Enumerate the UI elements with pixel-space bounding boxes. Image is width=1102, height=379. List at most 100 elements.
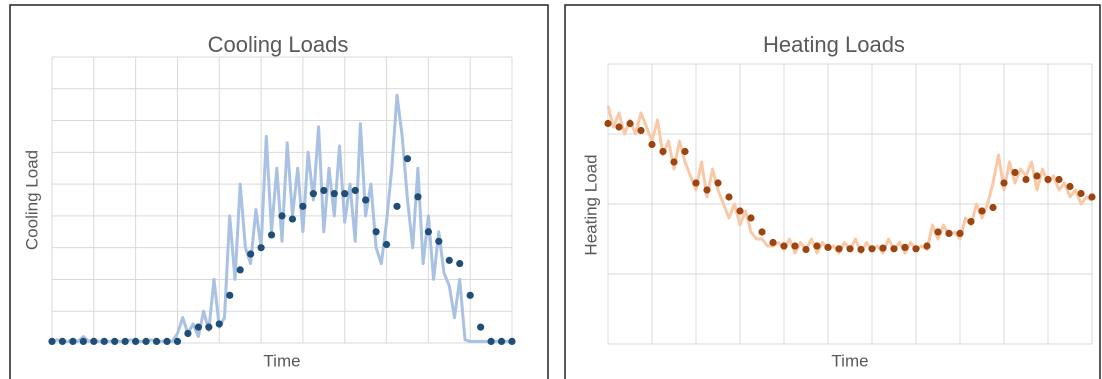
load-dot <box>824 243 832 251</box>
load-dot <box>215 320 223 328</box>
load-dot <box>692 179 700 187</box>
load-line <box>51 93 512 343</box>
load-dot <box>604 119 612 128</box>
load-dot <box>267 231 276 239</box>
load-dot <box>288 215 297 223</box>
load-line <box>606 105 1093 255</box>
load-dot <box>637 126 645 135</box>
load-dot <box>758 228 766 236</box>
load-dot <box>477 323 485 331</box>
load-dot <box>681 147 689 156</box>
load-dot <box>382 240 391 249</box>
load-dot <box>659 147 667 156</box>
load-dot <box>362 196 370 204</box>
load-dot <box>497 337 506 346</box>
panel-frame <box>564 4 1101 379</box>
load-dot <box>257 244 265 252</box>
load-dot <box>330 190 338 198</box>
load-dot <box>508 337 516 346</box>
load-dot <box>226 291 234 299</box>
load-dot <box>69 337 77 346</box>
load-dot <box>79 337 87 346</box>
load-dot <box>194 323 202 331</box>
load-dot <box>703 186 711 194</box>
load-dot <box>1000 179 1008 187</box>
load-dot <box>58 337 67 346</box>
load-dot <box>802 245 810 254</box>
load-dot <box>615 123 623 131</box>
load-dot <box>205 323 213 331</box>
y-axis-title: Heating Load <box>581 154 600 255</box>
load-dot <box>299 202 307 210</box>
load-dot <box>769 238 777 247</box>
load-dot <box>341 190 349 198</box>
load-dot <box>184 329 192 338</box>
x-axis-title: Time <box>263 351 300 370</box>
load-dot <box>846 245 854 253</box>
load-dot <box>934 228 942 236</box>
load-dot <box>111 337 119 346</box>
load-dot <box>236 266 244 274</box>
load-dot <box>435 237 443 245</box>
load-dot <box>309 190 317 198</box>
load-dot <box>132 337 140 346</box>
load-dot <box>747 214 755 222</box>
load-dot <box>487 337 495 346</box>
load-dot <box>967 217 975 226</box>
load-dot <box>90 337 98 346</box>
load-dot <box>912 245 920 253</box>
load-dot <box>372 228 380 236</box>
chart-title: Heating Loads <box>763 32 905 57</box>
load-dot <box>1088 193 1096 201</box>
load-dot <box>978 207 986 215</box>
load-dot <box>1077 189 1085 198</box>
load-dot <box>456 259 464 268</box>
x-axis-title: Time <box>831 351 868 370</box>
load-dot <box>1044 175 1052 184</box>
load-dot <box>48 337 56 346</box>
load-dot <box>393 202 401 210</box>
load-dot <box>414 193 422 201</box>
load-dot <box>648 140 656 149</box>
load-dot <box>879 244 887 252</box>
load-dot <box>956 229 964 237</box>
load-dot <box>714 179 722 187</box>
load-dot <box>868 245 876 253</box>
load-dot <box>163 337 171 346</box>
load-dot <box>1055 175 1063 184</box>
load-dot <box>890 245 898 253</box>
load-dot <box>403 155 412 163</box>
load-dot <box>989 203 997 212</box>
load-dot <box>278 212 286 220</box>
load-dot <box>152 337 161 346</box>
load-dot <box>173 337 182 346</box>
load-dot <box>835 245 843 253</box>
chart-title: Cooling Loads <box>208 32 349 57</box>
load-dot <box>670 158 678 166</box>
load-dot <box>247 250 255 258</box>
load-dot <box>813 242 821 250</box>
load-dot <box>626 119 634 128</box>
y-axis-title: Cooling Load <box>22 150 41 250</box>
load-dot <box>1066 182 1074 191</box>
load-dot <box>466 291 474 299</box>
load-dot <box>424 228 432 236</box>
load-dot <box>121 337 129 346</box>
load-dot <box>725 193 733 201</box>
load-dot <box>142 337 150 346</box>
load-dot <box>945 229 953 237</box>
load-dot <box>320 186 328 195</box>
load-dot <box>857 245 865 254</box>
load-dot <box>445 256 453 264</box>
load-dot <box>1022 175 1030 184</box>
load-dot <box>791 242 799 250</box>
load-dot <box>780 242 788 250</box>
load-dot <box>1033 172 1041 180</box>
load-dot <box>1011 168 1019 177</box>
load-dot <box>923 242 931 250</box>
load-dot <box>100 337 108 346</box>
load-dot <box>901 243 909 251</box>
load-dot <box>736 207 744 215</box>
